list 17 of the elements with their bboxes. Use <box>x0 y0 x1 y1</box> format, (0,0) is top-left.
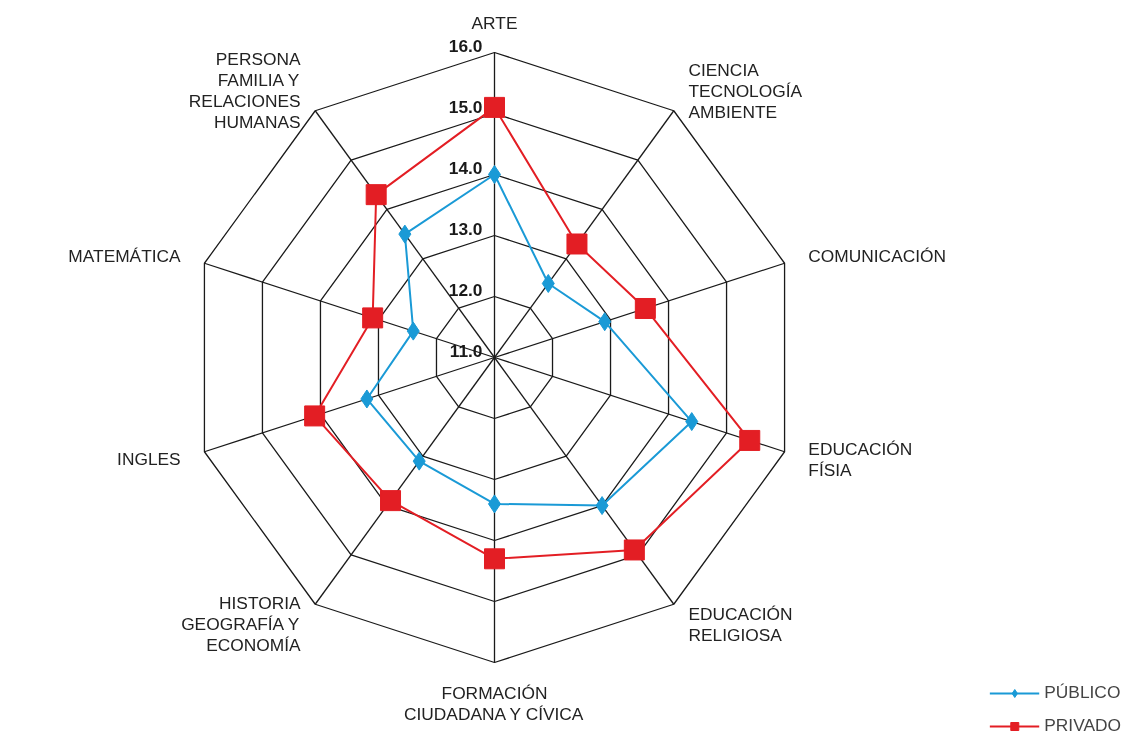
y-tick-label: 15.0 <box>448 96 483 117</box>
spoke-label: HISTORIA GEOGRAFÍA Y ECONOMÍA <box>181 593 301 656</box>
spoke-label: INGLES <box>117 449 181 470</box>
spoke-label: EDUCACIÓN RELIGIOSA <box>688 603 793 645</box>
spoke-label: FORMACIÓN CIUDADANA Y CÍVICA <box>403 682 584 724</box>
spoke-label: PERSONA FAMILIA Y RELACIONES HUMANAS <box>188 49 301 133</box>
y-tick-label: 16.0 <box>448 35 483 56</box>
spoke-label: CIENCIA TECNOLOGÍA AMBIENTE <box>688 59 803 122</box>
spoke-label: EDUCACIÓN FÍSIA <box>808 438 913 480</box>
y-tick-label: 12.0 <box>448 279 483 300</box>
legend-label: PRIVADO <box>1044 715 1121 736</box>
spoke-label: COMUNICACIÓN <box>808 245 947 266</box>
y-tick-label: 13.0 <box>448 218 483 239</box>
legend-label: PÚBLICO <box>1044 682 1121 703</box>
spoke-label: MATEMÁTICA <box>68 245 182 266</box>
spoke-label: ARTE <box>471 12 518 33</box>
y-tick-label: 14.0 <box>448 157 483 178</box>
